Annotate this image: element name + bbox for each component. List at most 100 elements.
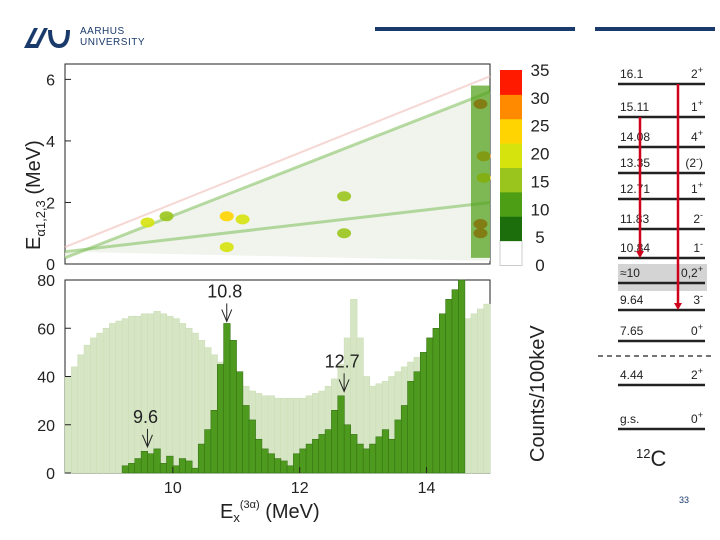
histogram-bar bbox=[172, 318, 180, 474]
level-spin-parity: 2+ bbox=[691, 366, 703, 382]
histogram-bar bbox=[210, 410, 218, 474]
histogram-y-tick-label: 0 bbox=[46, 466, 55, 483]
level-spin-parity: (2-) bbox=[685, 154, 703, 170]
histogram-bar bbox=[159, 463, 168, 474]
level-parity: + bbox=[698, 366, 703, 376]
level-energy: 16.1 bbox=[620, 67, 644, 81]
colorbar-swatch-0 bbox=[499, 240, 523, 266]
colorbar-tick-label: 5 bbox=[535, 228, 544, 247]
level-5: 12.71 1+ bbox=[618, 180, 705, 201]
histogram-bar bbox=[140, 313, 149, 474]
histogram-bar bbox=[185, 460, 193, 474]
histogram-bar bbox=[90, 337, 98, 474]
histogram-bar bbox=[280, 460, 288, 474]
colorbar-swatch-5 bbox=[500, 118, 522, 144]
nucleus-symbol: C bbox=[650, 446, 666, 471]
histogram-bar bbox=[267, 453, 275, 474]
heatmap-y-tick-label: 6 bbox=[46, 72, 55, 89]
histogram-bar bbox=[83, 344, 91, 474]
level-suffix: ) bbox=[699, 156, 703, 170]
histogram-bar bbox=[134, 315, 142, 474]
histogram-bar bbox=[356, 443, 364, 474]
histogram-bar bbox=[286, 397, 294, 474]
histogram-bar bbox=[483, 303, 491, 474]
heatmap-high-energy-column bbox=[470, 85, 490, 258]
logo-line-1: AARHUS bbox=[80, 26, 125, 37]
histogram-bar bbox=[369, 443, 377, 474]
histogram-bar bbox=[204, 429, 212, 474]
histogram-x-tick-label: 12 bbox=[291, 480, 309, 497]
histogram-bar bbox=[147, 453, 155, 474]
level-6: 11.83 2- bbox=[618, 210, 705, 231]
colorbar-tick-label: 20 bbox=[531, 145, 550, 164]
level-12: g.s. 0+ bbox=[618, 410, 705, 431]
level-parity: - bbox=[700, 239, 703, 249]
histogram-x-axis-label: Ex(3α) (MeV) bbox=[220, 499, 320, 525]
level-spin: 1 bbox=[691, 182, 698, 196]
histogram-y-axis-label: Counts/100keV bbox=[527, 325, 549, 462]
colorbar-tick-label: 35 bbox=[531, 61, 550, 80]
histogram-bar bbox=[216, 364, 225, 474]
histogram-bar bbox=[274, 458, 282, 474]
histogram-bar bbox=[229, 340, 237, 474]
histogram-series-2 bbox=[121, 279, 466, 474]
level-parity: + bbox=[698, 65, 703, 75]
level-energy: 13.35 bbox=[620, 156, 650, 170]
logo-text: AARHUS UNIVERSITY bbox=[80, 26, 145, 48]
transition-arrowhead-2 bbox=[636, 251, 644, 258]
heatmap-band-outer bbox=[64, 75, 491, 249]
level-spin-parity: 1+ bbox=[691, 180, 703, 196]
histogram-bar bbox=[375, 436, 383, 474]
histogram-y-tick-label: 20 bbox=[37, 418, 55, 435]
level-parity: + bbox=[698, 180, 703, 190]
broad-state-shading bbox=[618, 264, 707, 291]
university-logo: AARHUS UNIVERSITY bbox=[22, 24, 145, 50]
level-energy: g.s. bbox=[620, 412, 639, 426]
level-spin: 0,2 bbox=[681, 266, 698, 280]
level-parity: - bbox=[700, 291, 703, 301]
x-label-xlabel-sup: (3α) bbox=[240, 499, 260, 511]
level-11: 4.44 2+ bbox=[618, 366, 705, 387]
level-spin: 2 bbox=[691, 67, 698, 81]
histogram-bar bbox=[191, 467, 199, 474]
heatmap-cluster-4 bbox=[219, 242, 234, 253]
histogram-bar bbox=[178, 458, 187, 474]
histogram-bar bbox=[451, 289, 459, 474]
level-parity: + bbox=[698, 128, 703, 138]
level-7: 10.84 1- bbox=[618, 239, 705, 260]
histogram-bar bbox=[109, 323, 117, 474]
histogram-bar bbox=[102, 328, 110, 474]
heatmap-y-label-sub: α1,2,3 bbox=[33, 200, 48, 236]
heatmap-y-label-main: E bbox=[23, 237, 45, 250]
level-energy: ≈10 bbox=[620, 266, 640, 280]
histogram-bar bbox=[242, 405, 250, 474]
level-4: 13.35 (2-) bbox=[618, 154, 705, 175]
level-parity: - bbox=[700, 210, 703, 220]
histogram-bar bbox=[261, 448, 269, 474]
heatmap-y-tick-label: 4 bbox=[46, 134, 55, 151]
level-spin-parity: 2- bbox=[693, 210, 703, 226]
peak-arrow-3 bbox=[338, 379, 350, 393]
heatmap-cluster-6 bbox=[337, 191, 352, 202]
histogram-y-tick-label: 60 bbox=[37, 321, 55, 338]
histogram-bar bbox=[419, 352, 428, 474]
histogram-bar bbox=[115, 320, 123, 474]
logo-line-2: UNIVERSITY bbox=[80, 37, 146, 48]
histogram-y-tick-label: 40 bbox=[37, 370, 55, 387]
level-spin: 0 bbox=[691, 324, 698, 338]
histogram-x-tick-label: 14 bbox=[418, 480, 436, 497]
level-parity: + bbox=[698, 322, 703, 332]
level-spin: 0 bbox=[691, 412, 698, 426]
level-spin-parity: 1+ bbox=[691, 98, 703, 114]
histogram-bar bbox=[293, 453, 301, 474]
histogram-bar bbox=[166, 315, 174, 474]
histogram-bar bbox=[407, 381, 415, 474]
colorbar-tick-label: 0 bbox=[535, 256, 544, 275]
heatmap-band-2 bbox=[64, 200, 491, 254]
histogram-bar bbox=[299, 448, 307, 474]
histogram-bar bbox=[147, 313, 155, 474]
histogram-bar bbox=[178, 323, 187, 474]
level-parity: + bbox=[698, 98, 703, 108]
histogram-bar bbox=[191, 332, 199, 474]
histogram-bar bbox=[128, 315, 136, 474]
